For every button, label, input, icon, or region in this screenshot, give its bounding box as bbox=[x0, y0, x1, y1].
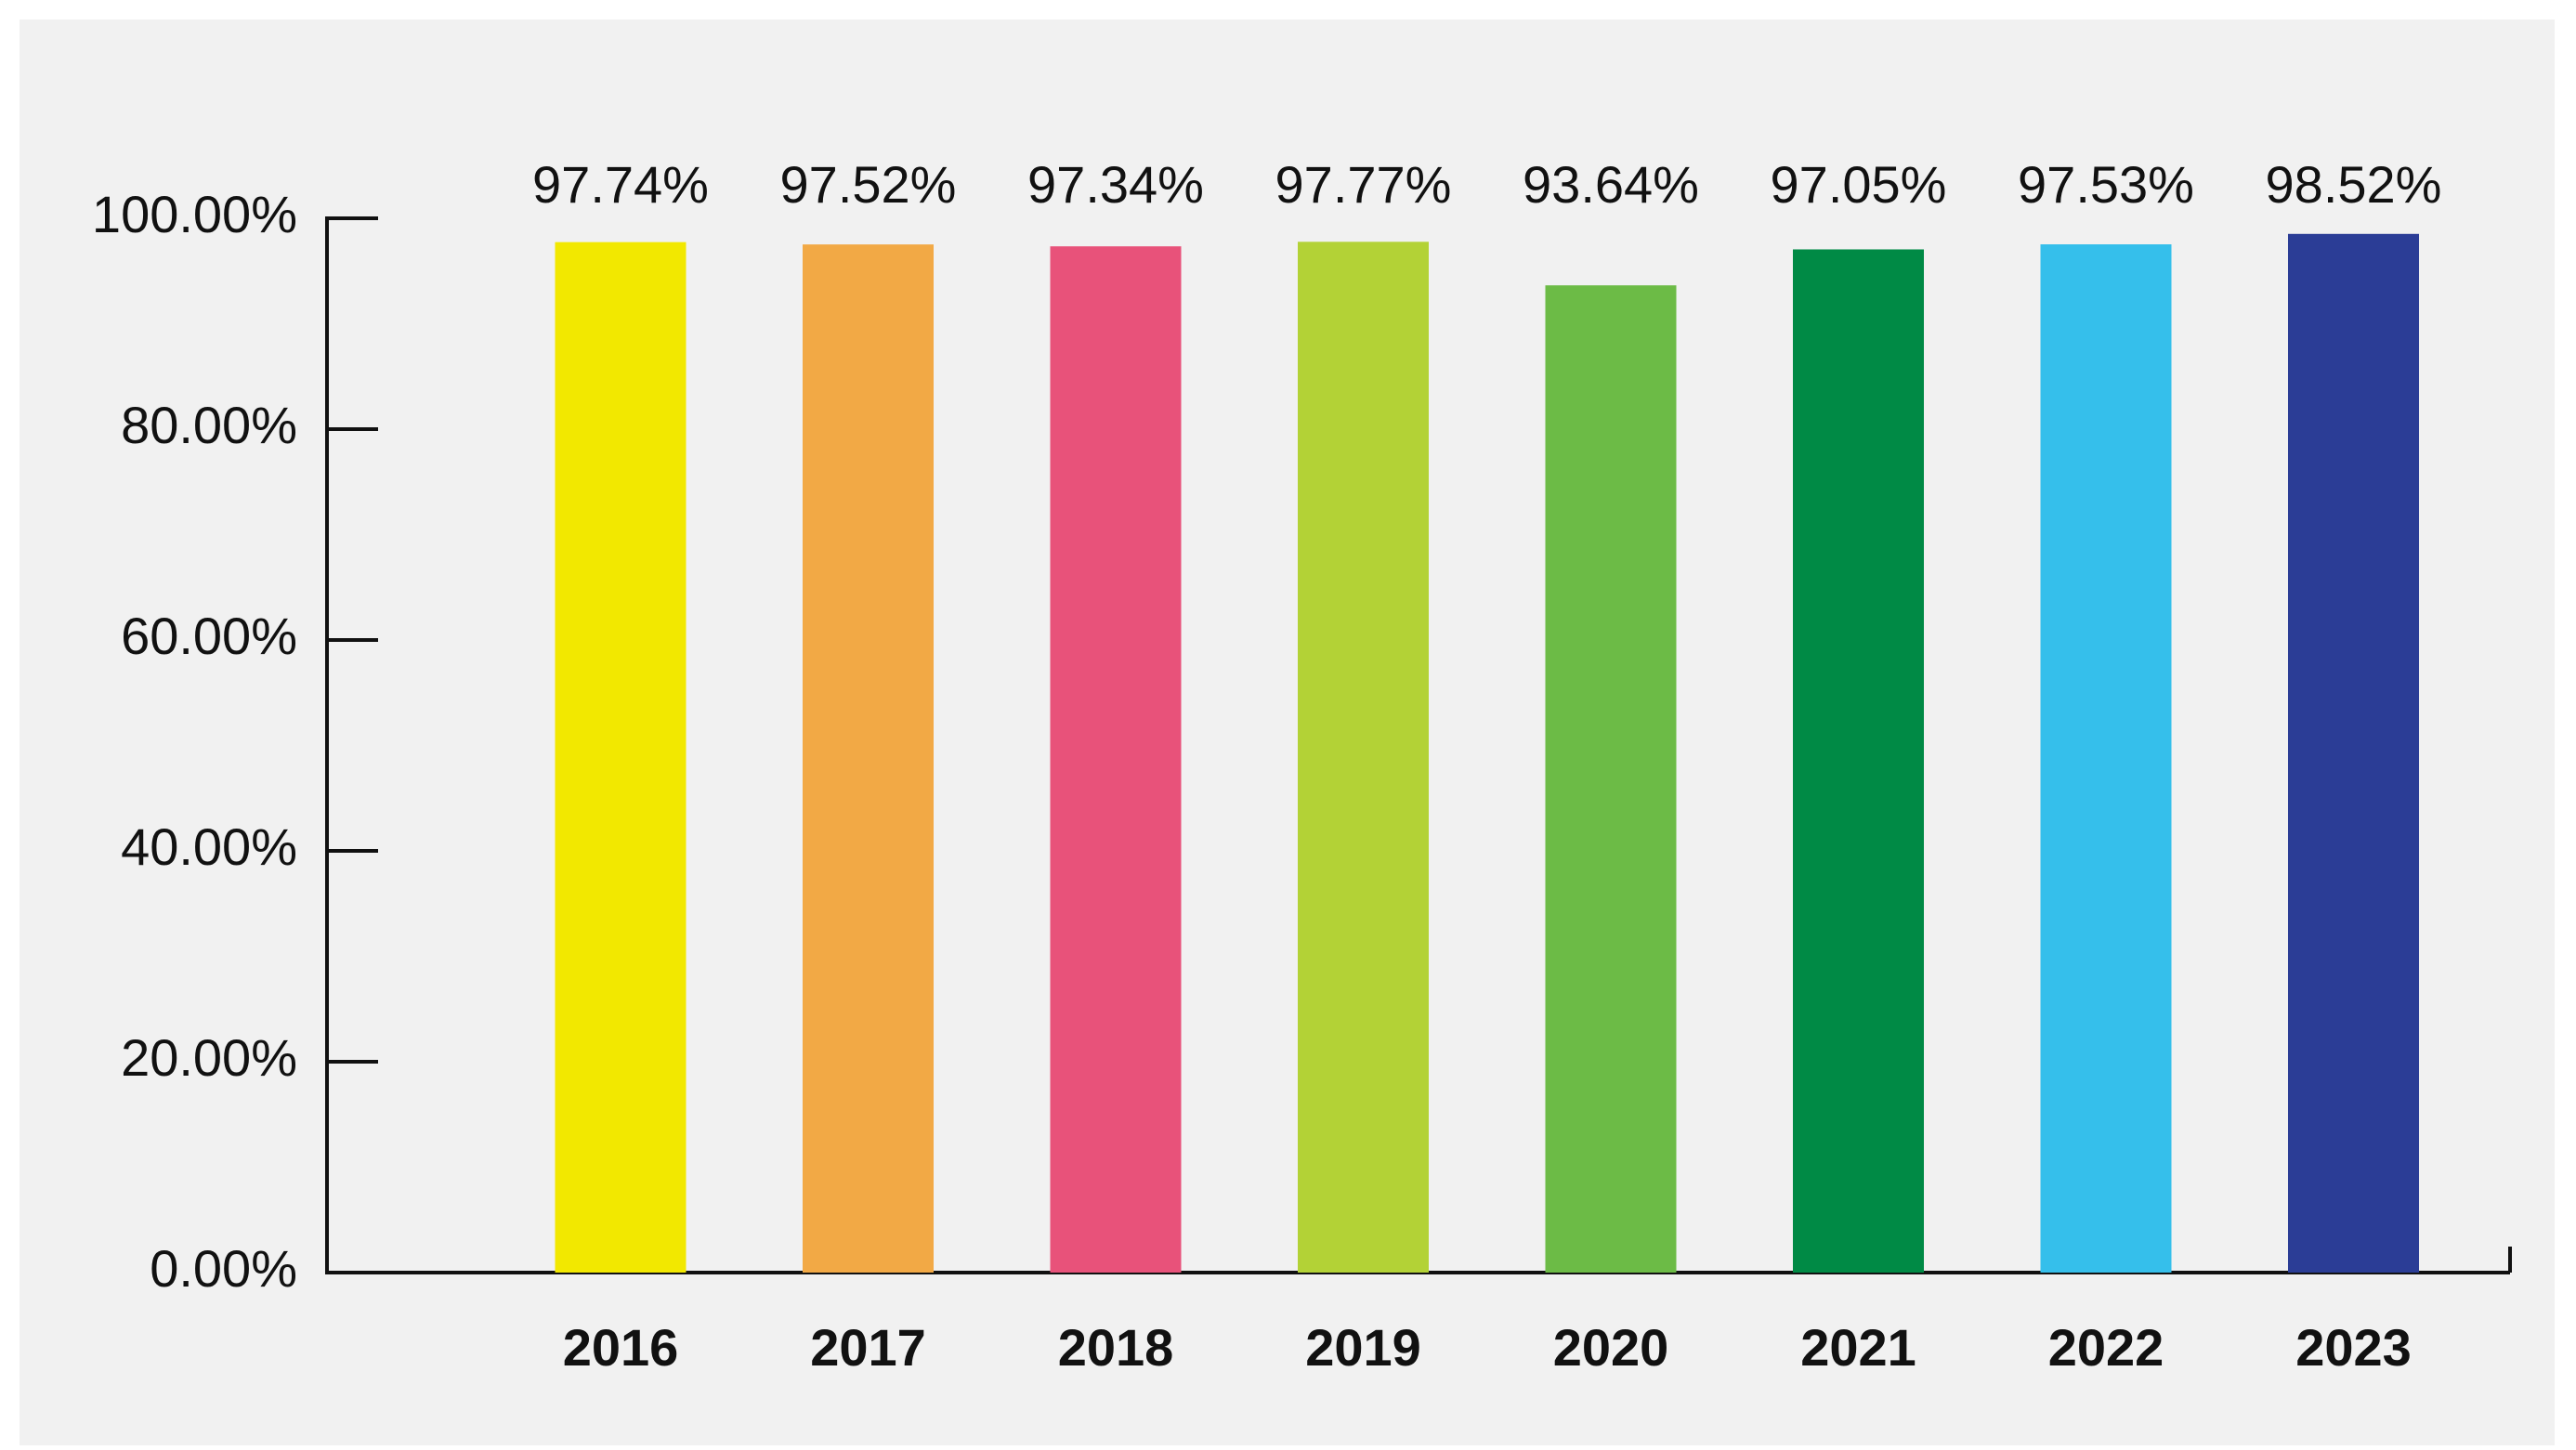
x-tick-label: 2018 bbox=[1058, 1318, 1174, 1377]
value-label: 97.74% bbox=[532, 155, 709, 214]
y-tick-label: 100.00% bbox=[92, 185, 297, 243]
value-label: 97.34% bbox=[1027, 155, 1204, 214]
x-tick-label: 2017 bbox=[810, 1318, 926, 1377]
bar bbox=[1793, 249, 1924, 1273]
y-tick-label: 0.00% bbox=[150, 1239, 297, 1298]
bar bbox=[1298, 242, 1429, 1273]
chart-background bbox=[20, 20, 2555, 1445]
bar bbox=[2040, 244, 2172, 1274]
value-label: 97.53% bbox=[2018, 155, 2194, 214]
value-label: 97.52% bbox=[780, 155, 957, 214]
y-tick-label: 40.00% bbox=[121, 817, 297, 876]
value-label: 98.52% bbox=[2266, 155, 2442, 214]
bar bbox=[1050, 246, 1182, 1273]
value-label: 93.64% bbox=[1523, 155, 1699, 214]
value-label: 97.77% bbox=[1275, 155, 1452, 214]
x-tick-label: 2019 bbox=[1305, 1318, 1421, 1377]
bar bbox=[1545, 285, 1677, 1273]
bar bbox=[555, 242, 686, 1273]
x-tick-label: 2016 bbox=[563, 1318, 679, 1377]
x-tick-label: 2020 bbox=[1553, 1318, 1669, 1377]
value-label: 97.05% bbox=[1771, 155, 1947, 214]
x-tick-label: 2022 bbox=[2048, 1318, 2164, 1377]
x-tick-label: 2023 bbox=[2295, 1318, 2412, 1377]
y-tick-label: 20.00% bbox=[121, 1028, 297, 1087]
bar bbox=[803, 244, 934, 1274]
y-tick-label: 60.00% bbox=[121, 607, 297, 665]
bar bbox=[2288, 233, 2419, 1274]
x-tick-label: 2021 bbox=[1800, 1318, 1916, 1377]
y-tick-label: 80.00% bbox=[121, 396, 297, 454]
